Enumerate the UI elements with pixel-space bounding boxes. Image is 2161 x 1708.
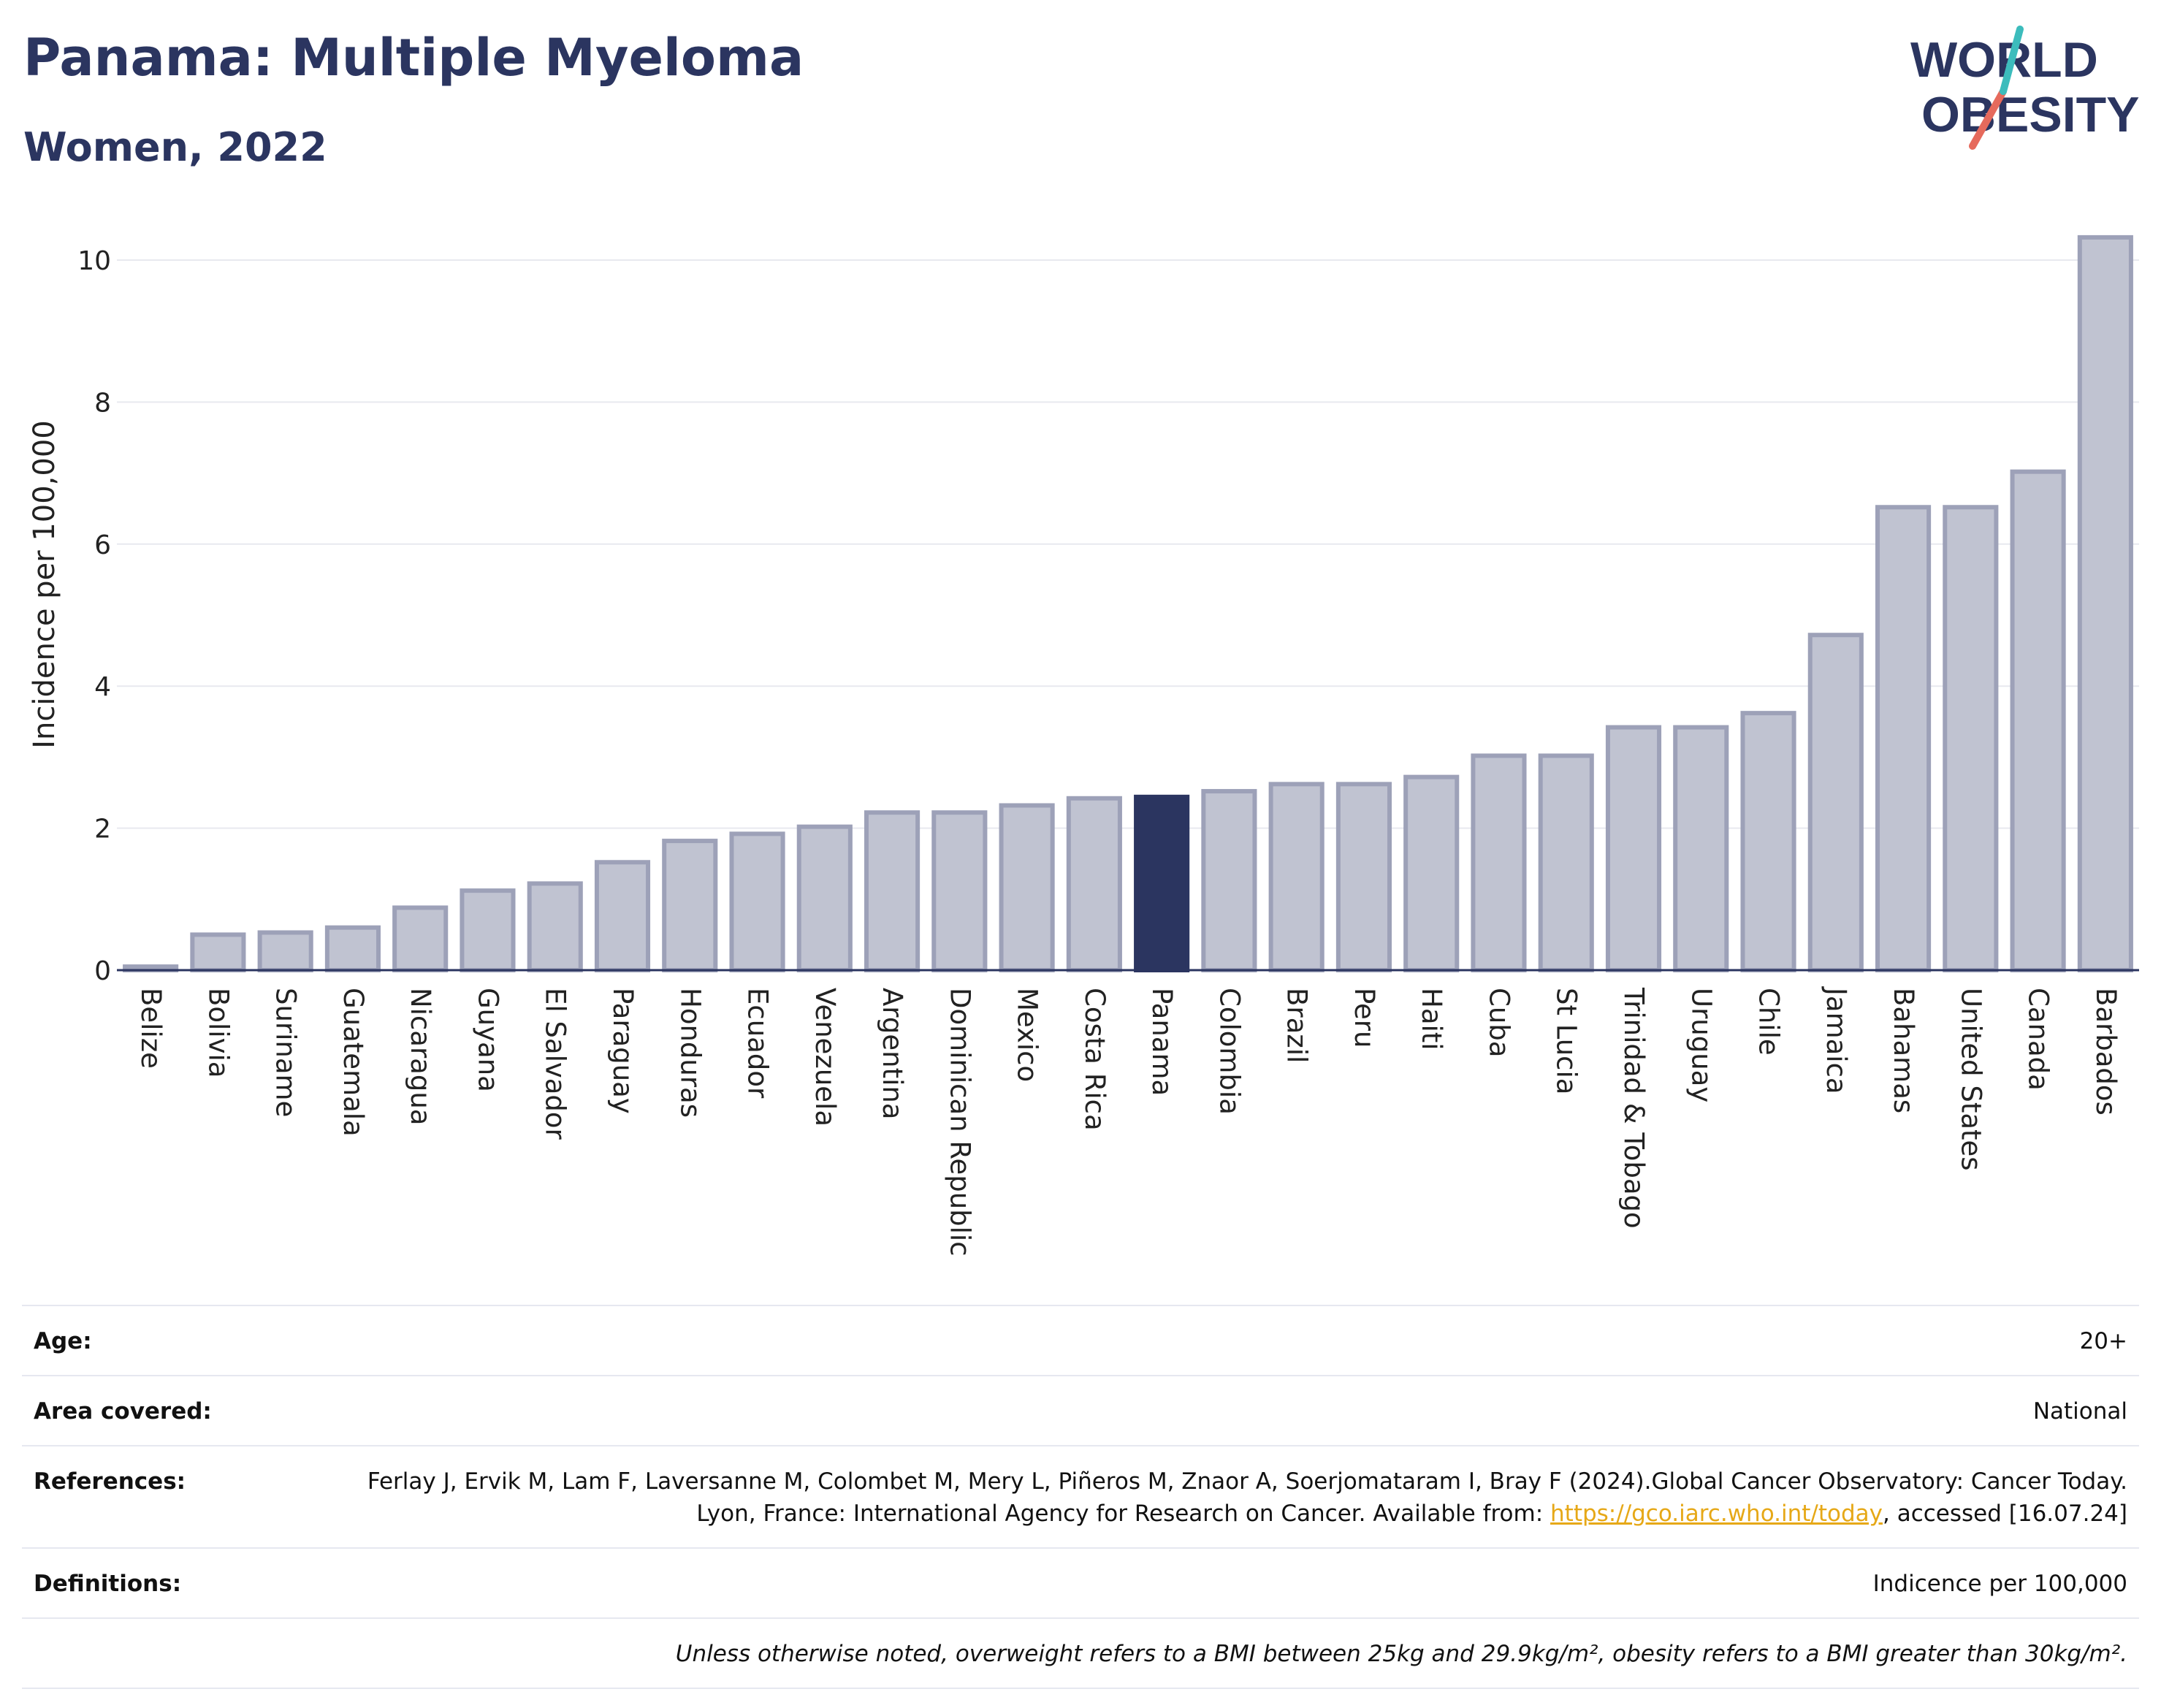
bar (1471, 753, 1527, 973)
bar (1403, 774, 1460, 972)
x-tick-label: Barbados (2090, 988, 2122, 1116)
x-tick-label: Canada (2023, 988, 2054, 1091)
bar (257, 930, 313, 973)
x-tick-label: United States (1955, 988, 1986, 1171)
x-tick-label: El Salvador (540, 988, 571, 1140)
bar (662, 839, 718, 972)
references-label: References: (34, 1468, 186, 1495)
y-tick-label: 0 (94, 956, 111, 986)
age-value: 20+ (2079, 1328, 2127, 1354)
x-tick-label: St Lucia (1551, 988, 1582, 1094)
y-tick-label: 4 (94, 672, 111, 702)
bar (1605, 725, 1662, 972)
bar (1134, 794, 1190, 973)
x-tick-label: Colombia (1213, 988, 1245, 1115)
x-tick-label: Venezuela (809, 988, 841, 1126)
area-value: National (2032, 1398, 2127, 1425)
bar (324, 925, 381, 973)
bar (190, 932, 246, 973)
bar (1740, 711, 1796, 972)
bar (1268, 782, 1325, 973)
y-tick-label: 8 (94, 388, 111, 418)
y-tick-label: 6 (94, 530, 111, 560)
references-value: Ferlay J, Ervik M, Lam F, Laversanne M, … (301, 1465, 2127, 1530)
info-row-age: Age: 20+ (22, 1305, 2139, 1375)
info-table: Age: 20+ Area covered: National Referenc… (22, 1305, 2139, 1689)
x-tick-label: Guyana (472, 988, 503, 1092)
definitions-value: Indicence per 100,000 (1872, 1571, 2127, 1597)
x-tick-label: Panama (1146, 988, 1178, 1096)
references-text: Ferlay J, Ervik M, Lam F, Laversanne M, … (367, 1468, 2127, 1527)
x-tick-label: Haiti (1416, 988, 1447, 1051)
bmi-note: Unless otherwise noted, overweight refer… (675, 1641, 2127, 1667)
logo-line2: OBESITY (1921, 87, 2140, 142)
x-tick-label: Nicaragua (405, 988, 436, 1125)
bar (527, 881, 583, 973)
bar (1201, 789, 1257, 973)
bar-chart: 0 2 4 6 8 10 Incidence per 100,000 Belize Bolivi… (28, 235, 2139, 1257)
bar (1538, 753, 1594, 973)
chart-title: Panama: Multiple Myeloma (23, 28, 804, 88)
info-row-note: Unless otherwise noted, overweight refer… (22, 1617, 2139, 1689)
x-tick-label: Ecuador (742, 988, 774, 1099)
x-tick-label: Guatemala (338, 988, 369, 1137)
x-tick-label: Honduras (674, 988, 706, 1118)
info-row-definitions: Definitions: Indicence per 100,000 (22, 1547, 2139, 1617)
x-tick-label: Suriname (270, 988, 302, 1117)
definitions-label: Definitions: (34, 1571, 182, 1597)
x-tick-label: Chile (1753, 988, 1785, 1056)
info-row-references: References: Ferlay J, Ervik M, Lam F, La… (22, 1445, 2139, 1547)
bar (2077, 235, 2133, 972)
x-tick-label: Jamaica (1821, 986, 1852, 1094)
bar (1066, 796, 1122, 972)
x-tick-label: Dominican Republic (944, 988, 975, 1257)
x-tick-label: Bahamas (1888, 988, 1919, 1113)
x-tick-label: Peru (1349, 988, 1380, 1048)
bar (864, 810, 921, 972)
bar (2010, 469, 2066, 972)
world-obesity-logo: WORLD OBESITY (1910, 26, 2140, 150)
x-tick-label: Costa Rica (1079, 988, 1110, 1131)
x-tick-label: Brazil (1281, 988, 1313, 1063)
area-label: Area covered: (34, 1398, 212, 1425)
bar (1673, 725, 1729, 972)
bar (1335, 782, 1392, 973)
y-tick-label: 10 (77, 246, 111, 276)
age-label: Age: (34, 1328, 92, 1354)
x-tick-label: Bolivia (202, 988, 234, 1078)
bar (460, 888, 516, 972)
references-link[interactable]: https://gco.iarc.who.int/today (1550, 1501, 1883, 1527)
y-tick-label: 2 (94, 815, 111, 845)
info-row-area: Area covered: National (22, 1375, 2139, 1445)
x-tick-label: Cuba (1483, 988, 1514, 1057)
bar (392, 905, 449, 972)
chart-subtitle: Women, 2022 (23, 124, 327, 170)
bar (1943, 505, 1999, 972)
x-tick-label: Mexico (1012, 988, 1043, 1082)
bar (1875, 505, 1932, 972)
y-axis-label: Incidence per 100,000 (28, 420, 61, 749)
bar (931, 810, 988, 972)
bar (729, 831, 785, 972)
x-tick-label: Paraguay (607, 988, 639, 1114)
references-accessed: , accessed [16.07.24] (1882, 1501, 2127, 1527)
x-tick-label: Belize (135, 988, 167, 1069)
x-tick-label: Trinidad & Tobago (1618, 987, 1650, 1229)
bar (796, 824, 853, 972)
bar (594, 860, 651, 972)
x-tick-label: Uruguay (1685, 988, 1717, 1102)
bar (999, 803, 1055, 972)
x-tick-label: Argentina (877, 988, 908, 1119)
bar (1807, 633, 1864, 972)
